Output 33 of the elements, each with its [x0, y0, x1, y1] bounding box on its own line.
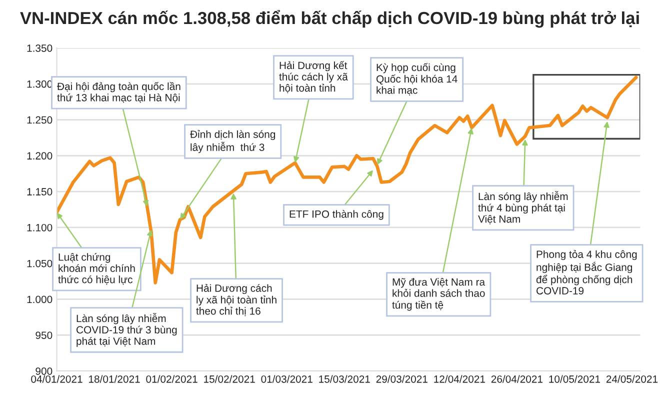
- y-tick-label: 950: [36, 332, 52, 339]
- annotation: Mỹ đưa Việt Nam ra khỏi danh sách thao túng tiền tệ: [392, 278, 486, 311]
- x-tick-label: 10/05/2021: [549, 375, 600, 383]
- x-tick-label: 01/03/2021: [261, 375, 312, 383]
- annotation: Phong tỏa 4 khu công nghiệp tại Bắc Giang để phòng chống dịch COVID-19: [536, 250, 637, 294]
- x-tick-label: 29/03/2021: [376, 375, 428, 383]
- annotation: Làn sóng lây nhiễm COVID-19 thứ 3 bùng phát tại Việt Nam: [76, 313, 177, 347]
- x-tick-label: 01/02/2021: [146, 375, 198, 383]
- x-tick-label: 04/01/2021: [31, 375, 82, 383]
- y-tick-label: 1.150: [27, 188, 52, 196]
- annotation: Hải Dương kết thúc cách ly xã hội toàn tỉnh: [279, 61, 348, 94]
- annotation: ETF IPO thành công: [290, 210, 384, 220]
- x-tick-label: 24/05/2021: [606, 375, 658, 383]
- annotation: Kỳ họp cuối cùng Quốc hội khóa 14 khai mạc: [376, 63, 458, 96]
- y-tick-label: 1.100: [27, 224, 52, 232]
- annotation: Luật chứng khoán mới chính thức có hiệu lực: [58, 253, 135, 285]
- y-tick-label: 1.350: [27, 44, 52, 52]
- y-tick-label: 900: [36, 368, 52, 375]
- annotation: Đại hội đảng toàn quốc lần thứ 13 khai mạc tại Hà Nội: [57, 82, 180, 103]
- annotation: Đỉnh dịch làn sóng lây nhiễm thứ 3: [190, 130, 276, 154]
- x-tick-label: 15/03/2021: [319, 375, 370, 383]
- y-tick-label: 1.000: [27, 296, 52, 304]
- chart-title: VN-INDEX cán mốc 1.308,58 điểm bất chấp dịch COVID-19 bùng phát trở lại: [20, 10, 639, 28]
- x-tick-label: 18/01/2021: [89, 375, 140, 383]
- y-tick-label: 1.250: [27, 116, 52, 124]
- x-tick-label: 15/02/2021: [204, 375, 255, 383]
- y-tick-label: 1.200: [27, 152, 52, 160]
- y-tick-label: 1.050: [27, 260, 52, 268]
- annotation: Làn sóng lây nhiễm thứ 4 bùng phát tại Việt Nam: [478, 191, 568, 224]
- y-tick-label: 1.300: [27, 80, 52, 88]
- x-tick-label: 12/04/2021: [434, 375, 485, 383]
- x-tick-label: 26/04/2021: [491, 375, 542, 383]
- annotation: Hải Dương cách ly xã hội toàn tỉnh theo chỉ thị 16: [196, 284, 276, 316]
